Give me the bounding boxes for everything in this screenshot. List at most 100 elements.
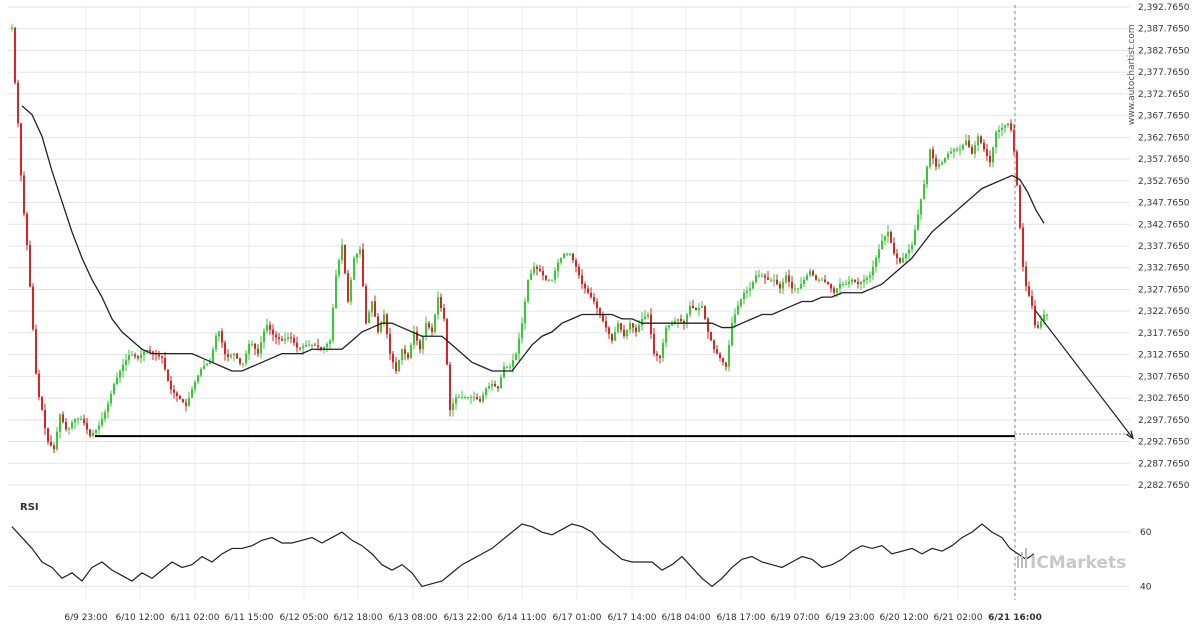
candle-body (566, 253, 568, 255)
candle-body (257, 348, 259, 354)
candle-body (686, 314, 688, 324)
candle-body (701, 305, 703, 308)
candle-body (695, 307, 697, 311)
candle-body (317, 345, 319, 348)
candle-body (578, 266, 580, 276)
candle-body (206, 363, 208, 366)
candle-body (20, 123, 22, 176)
candle-body (50, 441, 52, 446)
x-tick-label: 6/10 12:00 (115, 613, 164, 623)
candle-body (326, 343, 328, 348)
candle-body (671, 323, 673, 326)
candle-body (428, 323, 430, 328)
rsi-tick-label: 40 (1140, 582, 1152, 592)
candle-body (53, 445, 55, 450)
candle-body (740, 299, 742, 306)
candle-body (857, 281, 859, 285)
candle-body (362, 249, 364, 287)
candle-body (350, 279, 352, 302)
candle-body (113, 384, 115, 394)
x-tick-label: 6/13 08:00 (388, 613, 437, 623)
candle-body (344, 244, 346, 274)
x-tick-label: 6/12 18:00 (333, 613, 382, 623)
candle-body (323, 347, 325, 349)
candle-body (584, 284, 586, 289)
candle-body (728, 344, 730, 367)
candle-body (431, 327, 433, 332)
candle-body (479, 399, 481, 402)
candle-body (587, 288, 589, 293)
candle-body (146, 349, 148, 352)
candle-body (332, 307, 334, 341)
candle-body (338, 260, 340, 276)
candle-body (74, 418, 76, 423)
candle-body (878, 249, 880, 259)
candle-body (458, 397, 460, 399)
candle-body (791, 281, 793, 289)
candle-body (299, 347, 301, 349)
candle-body (65, 421, 67, 430)
candle-body (473, 397, 475, 399)
candle-body (95, 429, 97, 433)
candle-body (818, 279, 820, 281)
candle-body (956, 149, 958, 151)
candle-body (776, 279, 778, 285)
candle-body (884, 236, 886, 241)
candle-body (107, 403, 109, 413)
candle-body (545, 275, 547, 280)
candle-body (1046, 314, 1048, 316)
candle-body (911, 244, 913, 250)
candle-body (455, 397, 457, 404)
y-tick-label: 2,377.7650 (1138, 68, 1190, 78)
candle-body (446, 318, 448, 365)
candle-body (188, 397, 190, 406)
candle-body (1004, 125, 1006, 128)
candle-body (293, 337, 295, 343)
candle-body (281, 338, 283, 341)
y-tick-label: 2,307.7650 (1138, 372, 1190, 382)
candle-body (713, 340, 715, 350)
candle-body (812, 271, 814, 276)
candle-body (179, 395, 181, 400)
candle-body (689, 305, 691, 315)
y-tick-label: 2,287.7650 (1138, 459, 1190, 469)
candle-body (971, 147, 973, 154)
candle-body (551, 279, 553, 281)
candle-body (641, 318, 643, 326)
y-tick-label: 2,392.7650 (1138, 3, 1190, 13)
candle-body (32, 286, 34, 330)
candle-body (383, 314, 385, 324)
x-tick-label: 6/17 01:00 (552, 613, 601, 623)
candle-body (1019, 185, 1021, 228)
candle-body (152, 351, 154, 354)
x-tick-label: 6/11 15:00 (224, 613, 273, 623)
candle-body (29, 244, 31, 287)
candle-body (329, 340, 331, 344)
candle-body (284, 338, 286, 341)
candle-body (524, 301, 526, 324)
candle-body (122, 365, 124, 371)
candle-body (515, 353, 517, 361)
y-tick-label: 2,387.7650 (1138, 25, 1190, 35)
candle-body (221, 331, 223, 343)
candle-body (590, 292, 592, 298)
candle-body (782, 281, 784, 289)
candle-body (725, 362, 727, 367)
candle-body (59, 414, 61, 432)
candle-body (170, 380, 172, 390)
candle-body (86, 423, 88, 430)
candle-body (833, 288, 835, 293)
candle-body (1031, 296, 1033, 306)
candle-body (425, 323, 427, 337)
candle-body (815, 275, 817, 280)
icmarkets-logo-text: ICMarkets (1030, 553, 1126, 573)
candle-body (890, 231, 892, 243)
candle-body (761, 275, 763, 277)
candle-body (296, 342, 298, 348)
candle-body (977, 136, 979, 146)
candle-body (1043, 314, 1045, 322)
candle-body (935, 158, 937, 167)
candle-body (872, 266, 874, 276)
